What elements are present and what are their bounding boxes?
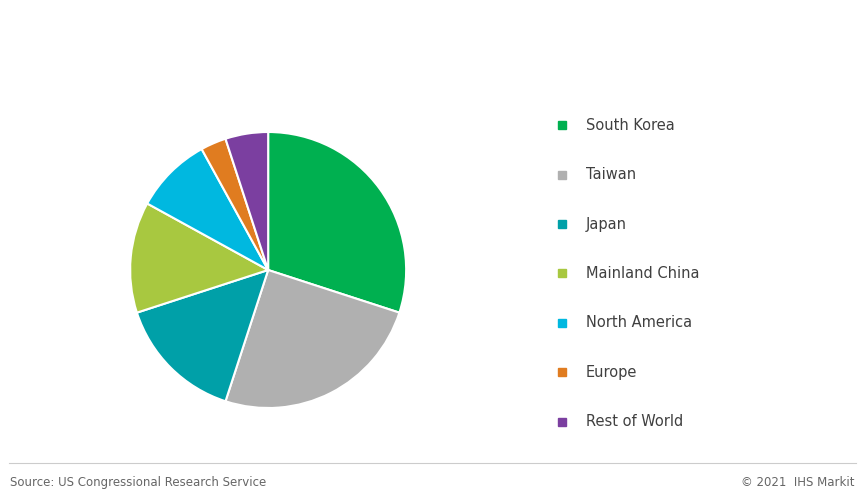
Text: Rest of World: Rest of World (586, 414, 683, 430)
Wedge shape (202, 139, 268, 270)
Wedge shape (147, 149, 268, 270)
Text: Europe: Europe (586, 365, 638, 380)
Text: © 2021  IHS Markit: © 2021 IHS Markit (741, 476, 855, 488)
Text: Japan: Japan (586, 216, 627, 232)
Text: World Semiconductor Fabrication Capacity, 2019: World Semiconductor Fabrication Capacity… (10, 20, 487, 38)
Wedge shape (226, 132, 268, 270)
Text: North America: North America (586, 316, 692, 330)
Text: Source: US Congressional Research Service: Source: US Congressional Research Servic… (10, 476, 266, 488)
Text: 300mm wafer capacity: 300mm wafer capacity (10, 60, 233, 78)
Wedge shape (130, 204, 268, 312)
Text: Taiwan: Taiwan (586, 167, 637, 182)
Text: Mainland China: Mainland China (586, 266, 700, 281)
Wedge shape (226, 270, 400, 408)
Text: South Korea: South Korea (586, 118, 675, 132)
Wedge shape (268, 132, 407, 312)
Wedge shape (137, 270, 268, 401)
